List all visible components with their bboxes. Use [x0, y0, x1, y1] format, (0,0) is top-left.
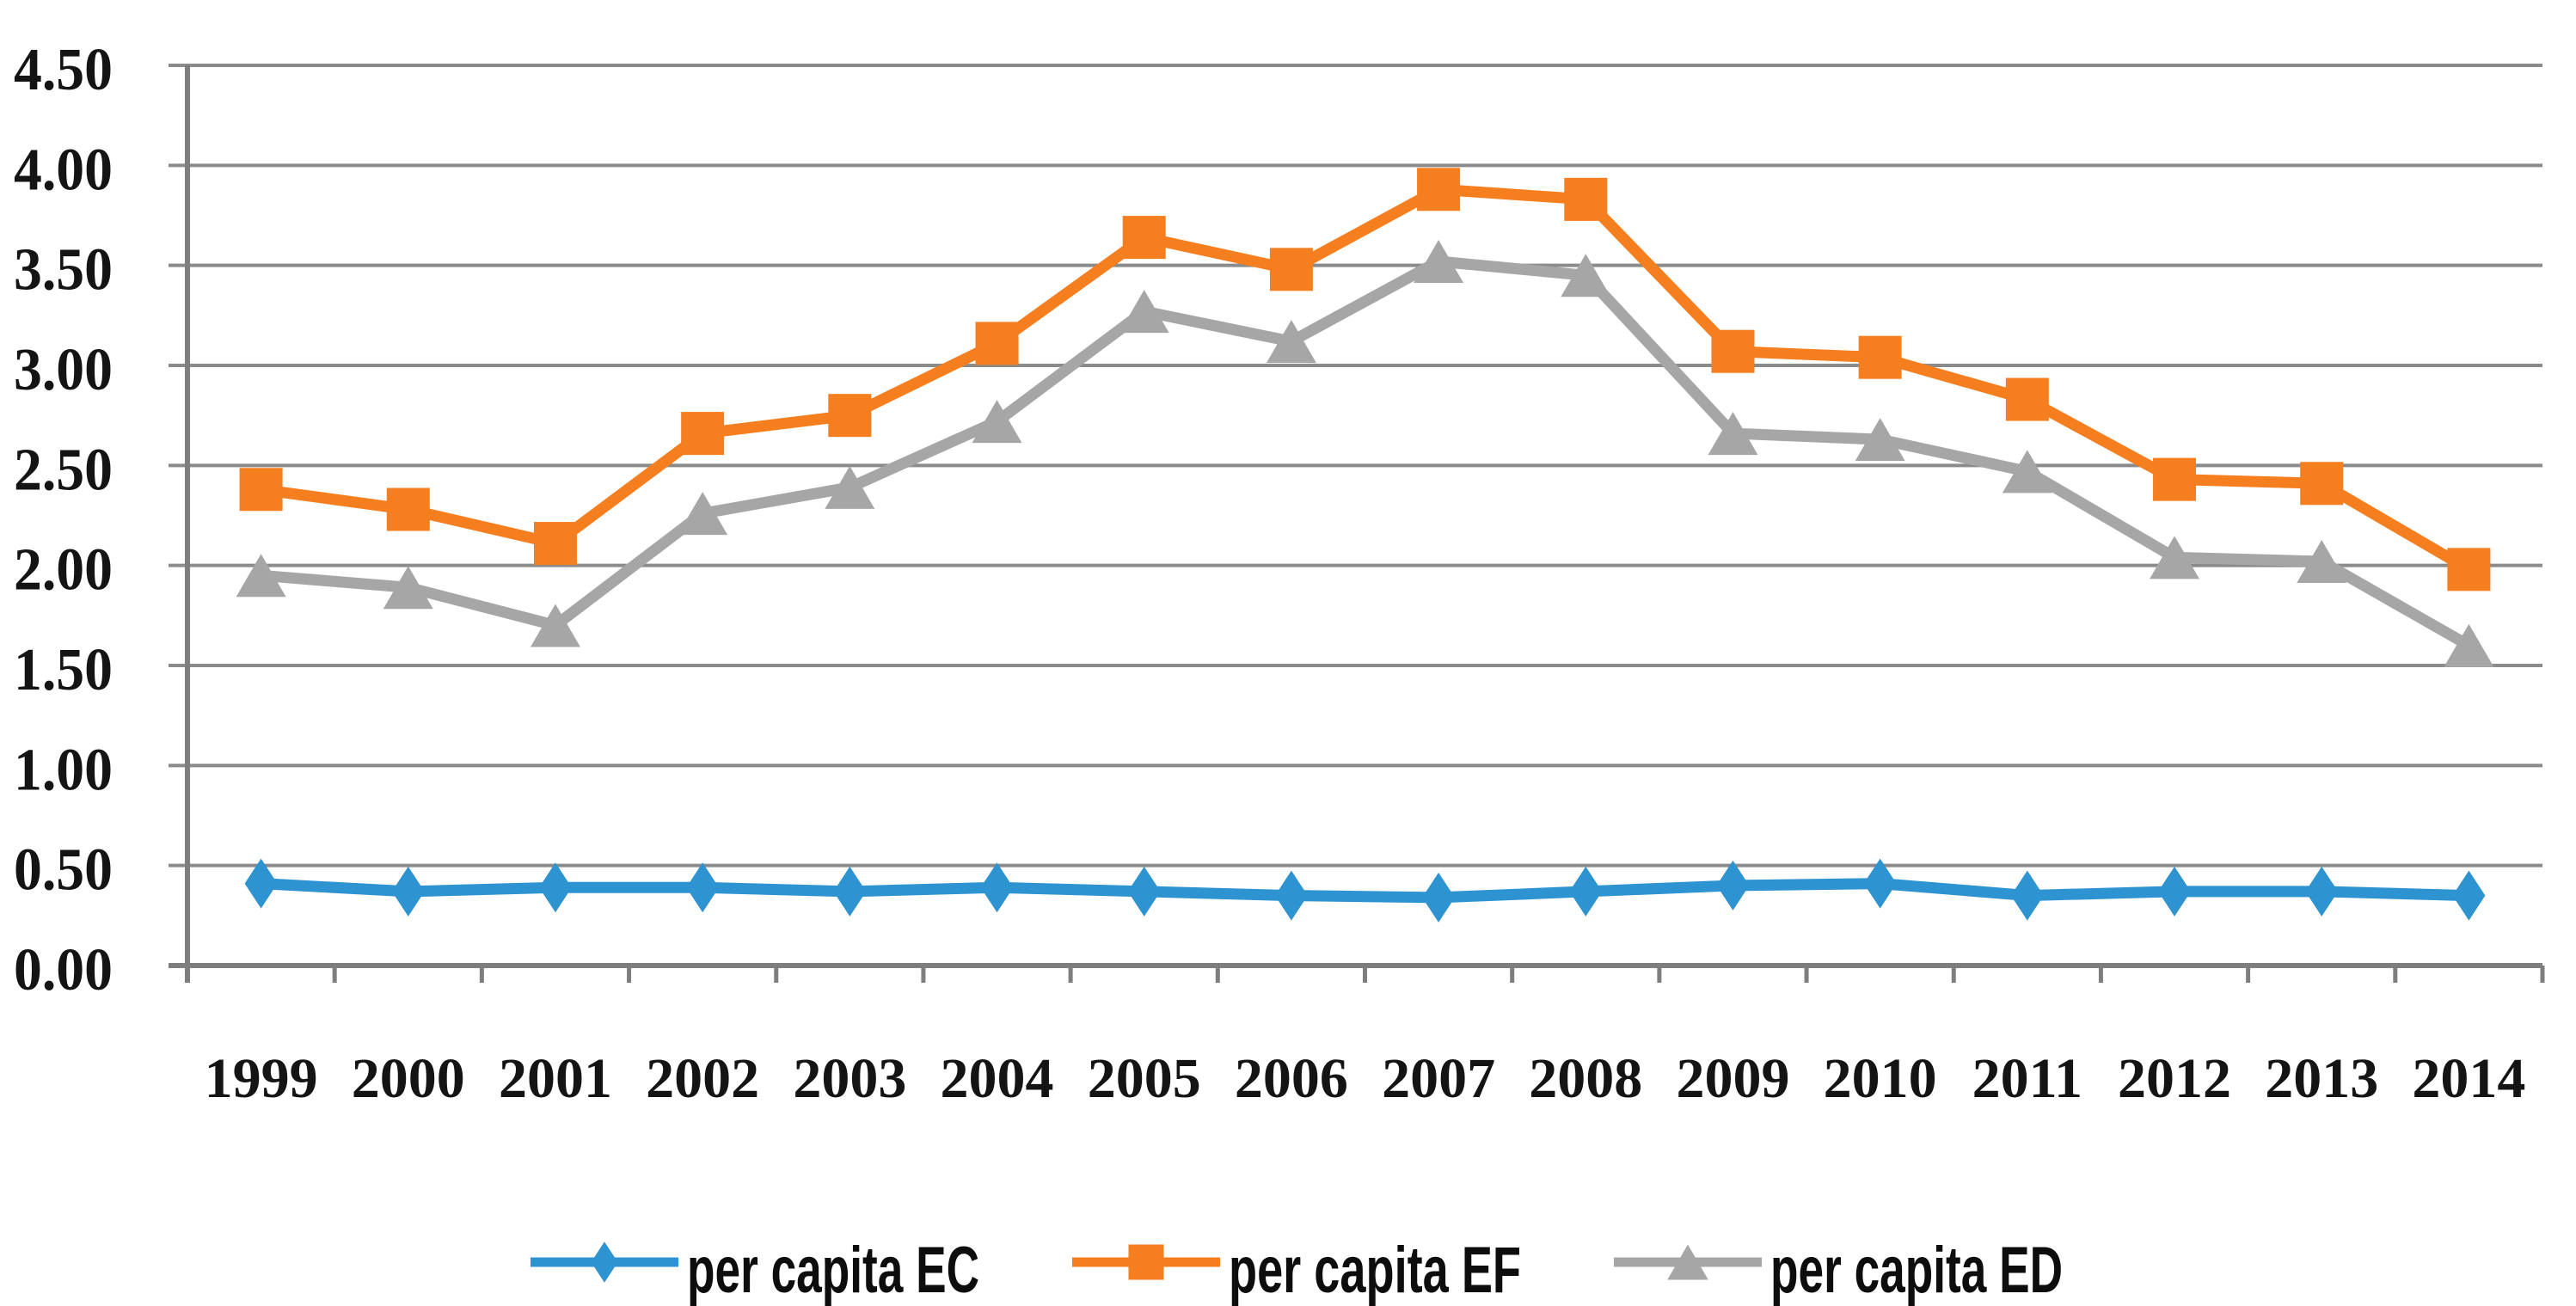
triangle-marker: [530, 604, 580, 647]
x-axis-tick-label: 2012: [2118, 1047, 2231, 1110]
x-axis-tick-label: 2003: [793, 1047, 906, 1110]
diamond-marker: [833, 866, 867, 917]
diamond-marker: [1422, 872, 1456, 923]
diamond-marker: [1127, 866, 1161, 917]
series-line: [255, 183, 2475, 575]
square-marker: [1858, 335, 1902, 379]
y-axis-tick-label: 4.50: [14, 37, 113, 103]
y-axis-tick-label: 2.50: [14, 437, 113, 503]
square-marker: [1711, 329, 1755, 373]
triangle-marker: [825, 465, 875, 509]
diamond-marker: [686, 862, 720, 913]
square-marker: [2447, 548, 2491, 592]
x-axis-tick-label: 2001: [499, 1047, 612, 1110]
square-marker: [2005, 377, 2049, 421]
triangle-marker: [1708, 412, 1758, 456]
triangle-marker: [2002, 450, 2052, 494]
x-axis-tick-label: 2010: [1824, 1047, 1937, 1110]
diamond-marker: [980, 862, 1014, 913]
triangle-marker: [1119, 290, 1169, 334]
diamond-marker: [2452, 870, 2486, 921]
y-axis-tick-label: 0.50: [14, 837, 113, 904]
square-marker: [2300, 462, 2344, 506]
legend-item-per-capita-ED: per capita ED: [1614, 1234, 2063, 1306]
x-axis-tick-label: 2002: [646, 1047, 759, 1110]
x-axis-tick-label: 2004: [941, 1047, 1054, 1110]
legend-label: per capita EC: [687, 1234, 979, 1306]
x-axis-tick-label: 2014: [2412, 1047, 2525, 1110]
triangle-marker: [1414, 240, 1464, 284]
x-axis-tick-label: 2007: [1382, 1047, 1495, 1110]
y-axis-tick-label: 1.00: [14, 737, 113, 803]
triangle-marker: [2444, 623, 2494, 667]
diamond-marker: [2305, 866, 2339, 917]
y-axis-tick-label: 0.00: [14, 937, 113, 1003]
x-axis-tick-label: 2005: [1088, 1047, 1201, 1110]
series-per-capita-EC: [244, 858, 2486, 923]
triangle-marker: [383, 566, 433, 610]
diamond-marker: [1863, 858, 1897, 909]
x-axis-tick-label: 2006: [1235, 1047, 1348, 1110]
square-marker: [681, 412, 725, 456]
triangle-marker: [2297, 540, 2347, 584]
triangle-marker: [1667, 1244, 1708, 1280]
y-axis-tick-label: 1.50: [14, 637, 113, 703]
triangle-marker: [1266, 320, 1316, 364]
diamond-marker: [538, 862, 572, 913]
square-marker: [1417, 168, 1461, 212]
diamond-marker: [1569, 866, 1603, 917]
series-per-capita-EF: [239, 168, 2491, 592]
y-axis-tick-label: 2.00: [14, 537, 113, 604]
x-axis-tick-label: 2011: [1972, 1047, 2082, 1110]
square-marker: [1564, 177, 1608, 221]
legend-item-per-capita-EF: per capita EF: [1072, 1234, 1521, 1306]
triangle-marker: [2150, 536, 2200, 579]
square-marker: [386, 487, 430, 531]
triangle-marker: [236, 554, 286, 598]
square-marker: [2153, 457, 2197, 501]
x-axis-tick-label: 2013: [2265, 1047, 2378, 1110]
series-line: [255, 878, 2475, 904]
diamond-marker: [1716, 860, 1750, 911]
triangle-marker: [1855, 418, 1905, 462]
diamond-marker: [2158, 866, 2192, 917]
legend-label: per capita EF: [1229, 1234, 1521, 1306]
y-axis-tick-label: 3.00: [14, 337, 113, 403]
triangle-marker: [972, 400, 1022, 444]
x-axis-tick-label: 2008: [1529, 1047, 1642, 1110]
x-axis-tick-label: 1999: [205, 1047, 318, 1110]
diamond-marker: [244, 858, 278, 909]
square-marker: [1128, 1244, 1164, 1280]
legend-label: per capita ED: [1770, 1234, 2063, 1306]
diamond-marker: [2010, 870, 2044, 921]
diamond-marker: [591, 1242, 618, 1283]
legend: per capita EC per capita EF per capita ED: [531, 1234, 2063, 1306]
square-marker: [533, 522, 577, 566]
triangle-marker: [678, 492, 728, 536]
diamond-marker: [1274, 870, 1308, 921]
series-line: [255, 255, 2475, 652]
series-per-capita-ED: [236, 240, 2494, 667]
square-marker: [239, 468, 283, 512]
y-axis-tick-label: 4.00: [14, 137, 113, 203]
square-marker: [1269, 248, 1313, 291]
x-axis-tick-label: 2000: [352, 1047, 465, 1110]
square-marker: [828, 394, 872, 438]
triangle-marker: [1561, 254, 1611, 297]
x-axis-tick-label: 2009: [1676, 1047, 1789, 1110]
square-marker: [975, 322, 1019, 365]
legend-item-per-capita-EC: per capita EC: [531, 1234, 979, 1306]
square-marker: [1122, 216, 1166, 260]
diamond-marker: [391, 866, 425, 917]
y-axis-tick-label: 3.50: [14, 237, 113, 304]
